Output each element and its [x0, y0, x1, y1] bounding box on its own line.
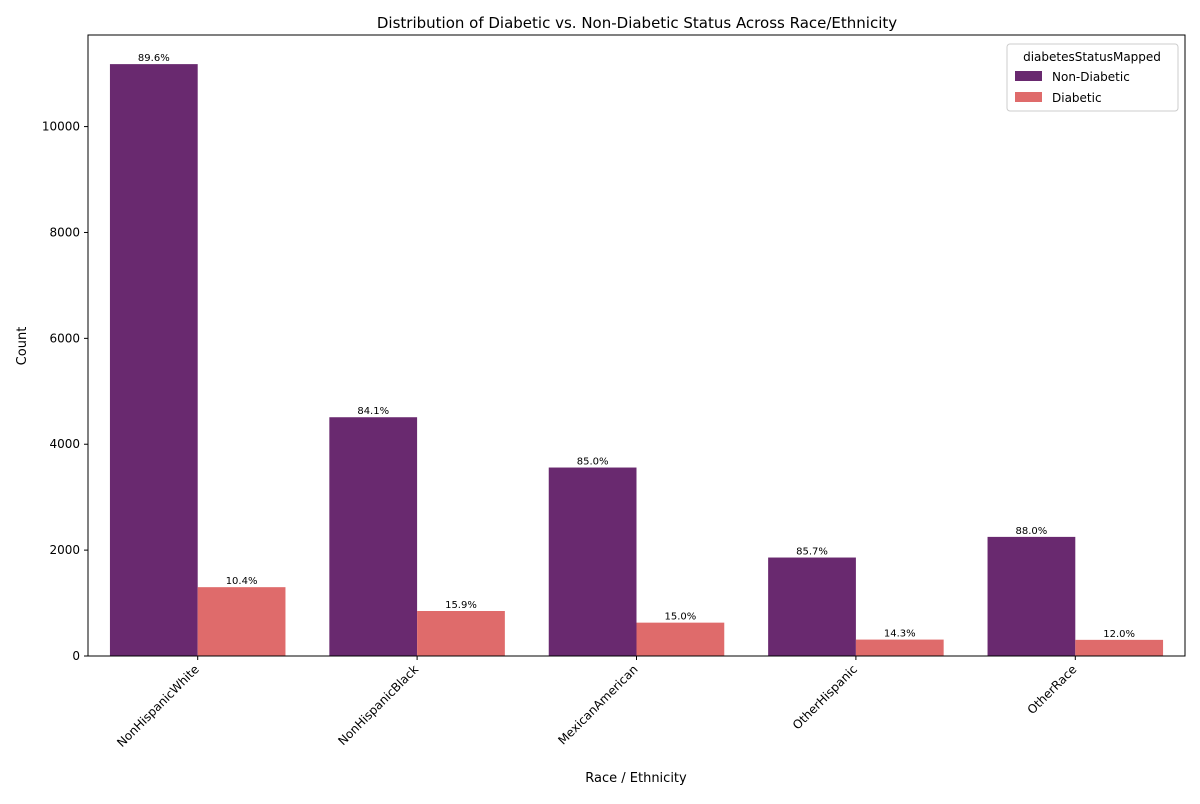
bar-diabetic-otherrace	[1075, 639, 1164, 656]
bar-value-label: 88.0%	[1016, 526, 1048, 537]
bar-diabetic-otherhispanic	[855, 639, 944, 656]
y-tick-label: 8000	[49, 225, 80, 239]
bar-value-label: 12.0%	[1103, 629, 1135, 640]
bar-non-diabetic-otherhispanic	[768, 557, 856, 656]
plot-area: 0 2000 4000 6000 8000 10000 89.6% 10.4% NonHispa…	[42, 53, 1164, 750]
x-tick-label: NonHispanicBlack	[335, 662, 421, 748]
y-tick-label: 2000	[49, 543, 80, 557]
bar-value-label: 10.4%	[226, 576, 258, 587]
legend-label-diabetic: Diabetic	[1052, 91, 1102, 105]
bar-value-label: 14.3%	[884, 629, 916, 640]
y-tick-label: 10000	[42, 120, 80, 134]
bar-value-label: 85.7%	[796, 547, 828, 558]
x-tick-label: OtherRace	[1025, 662, 1080, 717]
bar-value-label: 15.9%	[445, 600, 477, 611]
plot-frame	[87, 34, 1186, 657]
chart-title: Distribution of Diabetic vs. Non-Diabeti…	[377, 14, 897, 32]
legend: diabetesStatusMapped Non-Diabetic Diabet…	[1006, 43, 1179, 112]
y-tick-label: 0	[72, 649, 80, 663]
bar-value-label: 89.6%	[138, 53, 170, 64]
bar-non-diabetic-nonhispanicblack	[329, 417, 418, 656]
y-axis-label: Count	[15, 327, 30, 366]
x-tick-label: OtherHispanic	[790, 662, 860, 732]
bar-diabetic-nonhispanicwhite	[197, 587, 286, 656]
bar-value-label: 84.1%	[357, 406, 389, 417]
x-axis-label: Race / Ethnicity	[585, 771, 687, 786]
legend-title: diabetesStatusMapped	[1023, 50, 1161, 64]
bar-non-diabetic-mexicanamerican	[548, 467, 637, 656]
legend-swatch-diabetic	[1015, 92, 1042, 102]
bar-value-label: 85.0%	[577, 457, 609, 468]
y-tick-label: 6000	[49, 331, 80, 345]
bar-value-label: 15.0%	[664, 612, 696, 623]
legend-box	[1006, 43, 1179, 112]
legend-swatch-non-diabetic	[1015, 71, 1042, 81]
bar-non-diabetic-otherrace	[987, 536, 1076, 656]
x-tick-label: MexicanAmerican	[555, 662, 640, 747]
legend-label-non-diabetic: Non-Diabetic	[1052, 70, 1130, 84]
bar-diabetic-mexicanamerican	[636, 622, 725, 656]
y-tick-label: 4000	[49, 437, 80, 451]
bar-non-diabetic-nonhispanicwhite	[109, 64, 198, 656]
x-tick-label: NonHispanicWhite	[114, 662, 202, 750]
bar-diabetic-nonhispanicblack	[417, 611, 505, 656]
